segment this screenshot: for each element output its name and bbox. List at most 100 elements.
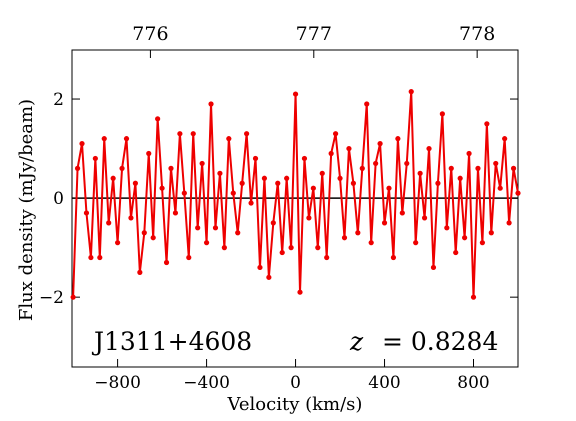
data-point [390, 254, 397, 261]
x2-tick-label: 777 [296, 23, 332, 45]
x-tick-label: −400 [183, 373, 230, 393]
data-point [106, 220, 112, 226]
data-point [199, 160, 205, 167]
data-point [217, 170, 223, 176]
data-point [128, 215, 134, 221]
data-point [319, 170, 325, 176]
data-point [399, 210, 405, 216]
data-point [123, 136, 130, 142]
data-point [453, 249, 459, 256]
data-point [266, 274, 272, 280]
data-point [186, 254, 192, 261]
data-point [74, 165, 81, 171]
data-point [212, 225, 219, 231]
data-point [252, 155, 259, 162]
data-point [341, 235, 348, 241]
data-point [119, 165, 125, 171]
x-tick-label: −800 [94, 373, 141, 393]
data-point [159, 185, 165, 191]
data-point [257, 264, 263, 271]
data-point [70, 294, 76, 300]
data-line [72, 91, 519, 298]
data-point [377, 141, 383, 147]
source-name: J1311+4608 [91, 327, 252, 356]
data-point [404, 160, 410, 167]
redshift-symbol: z [349, 327, 364, 356]
data-point [502, 136, 508, 142]
data-point [355, 230, 361, 236]
data-point [208, 101, 214, 107]
data-point [475, 165, 481, 171]
data-point [195, 225, 201, 231]
x2-tick-label: 778 [459, 23, 495, 45]
data-point [457, 175, 463, 181]
data-point [239, 180, 245, 186]
data-point [115, 240, 121, 246]
data-point [386, 185, 392, 191]
data-point [101, 136, 107, 142]
data-point [510, 165, 517, 171]
data-point [288, 245, 294, 251]
data-point [350, 180, 356, 186]
x2-tick-label: 776 [132, 23, 168, 45]
data-point [337, 175, 343, 181]
data-point [417, 170, 423, 176]
x-tick-label: 400 [368, 373, 400, 393]
data-point [279, 249, 285, 256]
data-point [328, 150, 334, 157]
data-point [88, 254, 94, 261]
data-point [332, 131, 339, 137]
data-point [248, 200, 254, 206]
data-point [430, 264, 437, 271]
y-axis-label: Flux density (mJy/beam) [16, 99, 37, 321]
data-point [368, 240, 374, 246]
data-point [190, 131, 196, 137]
data-point [79, 141, 85, 147]
data-point [497, 185, 503, 191]
data-point [221, 245, 227, 251]
data-point [270, 220, 276, 226]
data-point [97, 254, 103, 261]
data-point [364, 101, 370, 107]
data-point [230, 190, 236, 196]
data-point [150, 235, 156, 241]
data-point [172, 210, 179, 216]
data-point [244, 131, 250, 137]
data-point [226, 136, 232, 142]
y-tick-label: −2 [39, 288, 64, 308]
data-point [292, 91, 299, 97]
data-point [110, 175, 116, 181]
data-point [346, 145, 352, 152]
data-point [484, 121, 490, 127]
data-point [381, 220, 388, 226]
data-point [444, 225, 450, 231]
data-point [297, 289, 303, 295]
data-point [83, 210, 90, 216]
x-tick-label: 0 [290, 373, 301, 393]
x-tick-label: 800 [457, 373, 489, 393]
data-point [275, 180, 281, 186]
data-point [181, 190, 187, 196]
data-point [359, 165, 365, 171]
data-point [310, 185, 316, 191]
data-point [92, 155, 98, 162]
data-point [515, 190, 521, 196]
y-tick-label: 0 [53, 189, 64, 209]
data-point [141, 230, 147, 236]
data-point [301, 155, 308, 162]
data-point [203, 240, 210, 246]
data-point [462, 235, 468, 241]
data-point [261, 175, 268, 181]
data-point [421, 215, 428, 221]
data-point [413, 240, 419, 246]
data-point [506, 220, 512, 226]
data-point [395, 136, 401, 142]
data-point [177, 131, 183, 137]
data-point [493, 160, 499, 167]
data-point [168, 165, 174, 171]
data-point [235, 230, 241, 236]
data-point [284, 175, 290, 181]
data-point [435, 180, 441, 186]
data-point [137, 269, 143, 275]
x-axis-label: Velocity (km/s) [227, 394, 363, 415]
